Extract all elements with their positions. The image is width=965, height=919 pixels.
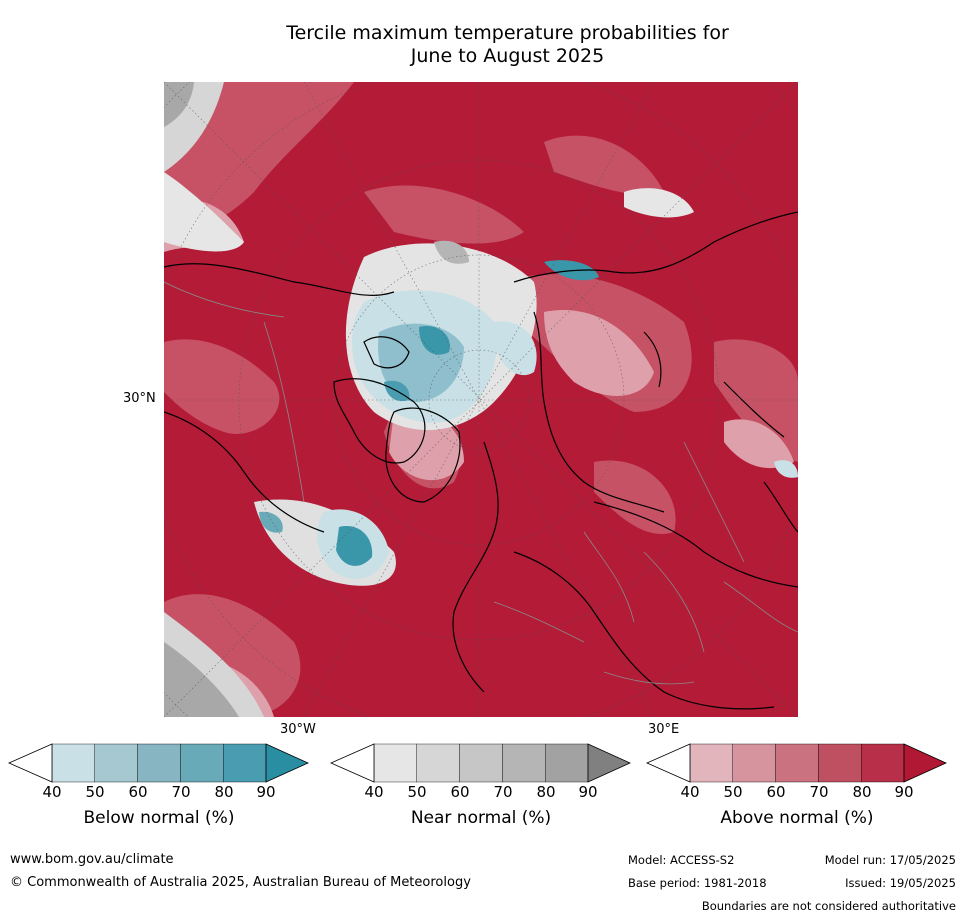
below-normal-colorbar xyxy=(8,743,309,783)
near-colorbar-cell xyxy=(502,743,546,783)
below-tick-70: 70 xyxy=(171,783,191,801)
below-tick-90: 90 xyxy=(256,783,276,801)
near-colorbar-cell xyxy=(459,743,503,783)
map-title: Tercile maximum temperature probabilitie… xyxy=(160,22,855,68)
near-tick-70: 70 xyxy=(493,783,513,801)
above-low-extension xyxy=(646,743,691,783)
near-tick-90: 90 xyxy=(578,783,598,801)
near-tick-50: 50 xyxy=(407,783,427,801)
base-period-text: Base period: 1981-2018 xyxy=(628,876,767,890)
above-tick-50: 50 xyxy=(723,783,743,801)
near-colorbar-cell xyxy=(416,743,460,783)
probability-map xyxy=(164,82,798,717)
above-normal-label: Above normal (%) xyxy=(720,808,874,828)
near-tick-60: 60 xyxy=(450,783,470,801)
above-tick-80: 80 xyxy=(852,783,872,801)
above-high-extension xyxy=(903,743,947,783)
near-low-extension xyxy=(330,743,375,783)
disclaimer-text: Boundaries are not considered authoritat… xyxy=(701,899,956,913)
below-colorbar-cell xyxy=(51,743,95,783)
above-colorbar-cell xyxy=(732,743,776,783)
graticule xyxy=(164,82,798,717)
above-colorbar-cell xyxy=(818,743,862,783)
below-normal-label: Below normal (%) xyxy=(83,808,235,828)
model-text: Model: ACCESS-S2 xyxy=(628,853,735,867)
above-tick-90: 90 xyxy=(894,783,914,801)
near-high-extension xyxy=(587,743,631,783)
below-tick-50: 50 xyxy=(85,783,105,801)
above-tick-40: 40 xyxy=(680,783,700,801)
near-colorbar-cell xyxy=(373,743,417,783)
longitude-label-30e: 30°E xyxy=(648,722,680,737)
title-line-2: June to August 2025 xyxy=(410,45,605,67)
latitude-label-30n: 30°N xyxy=(123,391,156,406)
above-tick-70: 70 xyxy=(809,783,829,801)
website-link[interactable]: www.bom.gov.au/climate xyxy=(10,852,174,867)
below-high-extension xyxy=(265,743,309,783)
below-colorbar-cell xyxy=(94,743,138,783)
above-normal-colorbar xyxy=(646,743,947,783)
near-normal-colorbar xyxy=(330,743,631,783)
issued-text: Issued: 19/05/2025 xyxy=(845,876,956,890)
above-colorbar-cell xyxy=(689,743,733,783)
above-tick-60: 60 xyxy=(766,783,786,801)
model-run-text: Model run: 17/05/2025 xyxy=(824,853,956,867)
country-borders xyxy=(164,281,798,685)
below-colorbar-cell xyxy=(180,743,224,783)
near-colorbar-cell xyxy=(544,743,589,783)
below-low-extension xyxy=(8,743,53,783)
below-tick-60: 60 xyxy=(128,783,148,801)
above-colorbar-cell xyxy=(775,743,819,783)
above-colorbar-cell xyxy=(860,743,905,783)
near-tick-80: 80 xyxy=(536,783,556,801)
below-colorbar-cell xyxy=(137,743,181,783)
below-tick-40: 40 xyxy=(42,783,62,801)
near-tick-40: 40 xyxy=(364,783,384,801)
near-normal-label: Near normal (%) xyxy=(410,808,552,828)
longitude-label-30w: 30°W xyxy=(280,722,316,737)
coastlines xyxy=(164,211,798,710)
below-tick-80: 80 xyxy=(214,783,234,801)
below-colorbar-cell xyxy=(222,743,267,783)
title-line-1: Tercile maximum temperature probabilitie… xyxy=(286,22,729,44)
copyright-text: © Commonwealth of Australia 2025, Austra… xyxy=(10,875,471,890)
